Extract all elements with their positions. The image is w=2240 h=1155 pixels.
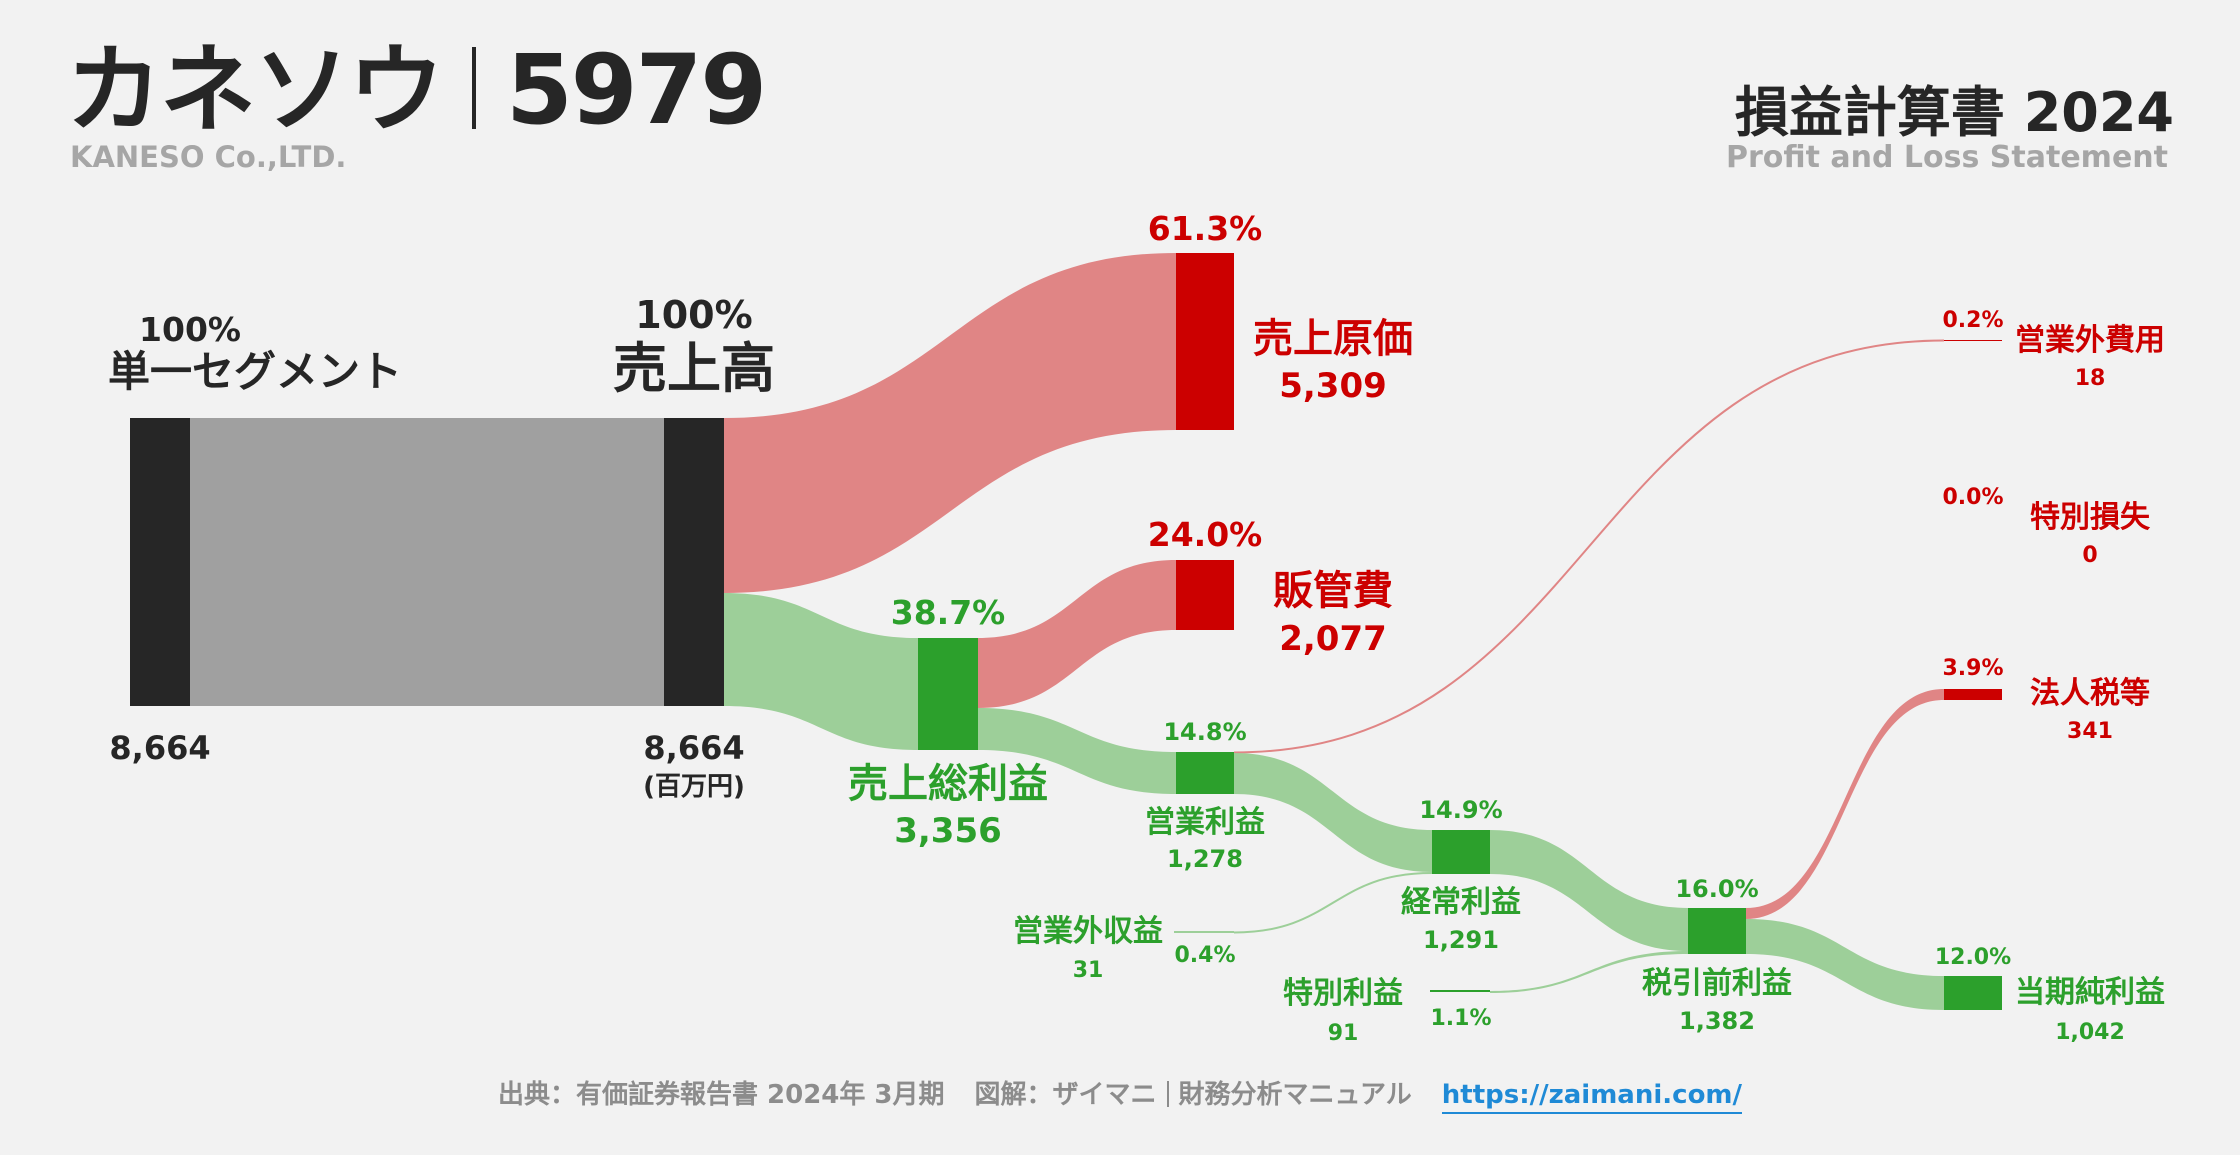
company-title: カネソウ 5979	[66, 30, 767, 150]
ticker-code: 5979	[506, 34, 767, 146]
percent-label-extraordinary_loss: 0.0%	[1942, 485, 2003, 510]
flow-operating_profit-to-ordinary_profit	[1234, 753, 1432, 872]
footer-site-name: 財務分析マニュアル	[1178, 1080, 1412, 1110]
flow-pretax_profit-to-net_income	[1746, 919, 1944, 1010]
value-label-extraordinary_loss: 0	[2082, 543, 2097, 568]
percent-label-income_tax: 3.9%	[1942, 656, 2003, 681]
node-label-revenue: 売上高	[613, 337, 775, 400]
percent-label-cogs: 61.3%	[1148, 209, 1263, 248]
percent-label-sga: 24.0%	[1148, 515, 1263, 554]
node-net_income	[1944, 976, 2002, 1010]
percent-label-non_op_expense: 0.2%	[1942, 308, 2003, 333]
footer-source: 出典：有価証券報告書 2024年 3月期	[497, 1080, 945, 1110]
node-label-non_op_income: 営業外収益	[1013, 914, 1163, 949]
node-label-operating_profit: 営業利益	[1145, 805, 1265, 840]
value-label-gross_profit: 3,356	[894, 811, 1002, 851]
title-divider	[472, 47, 476, 129]
flow-revenue-to-cogs	[724, 253, 1176, 593]
value-label-cogs: 5,309	[1279, 366, 1387, 406]
footer-divider	[1166, 1081, 1169, 1107]
node-label-gross_profit: 売上総利益	[848, 761, 1048, 807]
percent-label-net_income: 12.0%	[1935, 945, 2011, 970]
node-sga	[1176, 560, 1234, 630]
percent-label-segment: 100%	[139, 310, 241, 349]
flow-extraordinary_gain-to-pretax_profit	[1490, 951, 1688, 993]
flow-operating_profit-to-non_op_expense	[1233, 339, 1945, 754]
flow-non_op_income-to-ordinary_profit	[1233, 872, 1433, 934]
value-label-segment: 8,664	[109, 729, 210, 767]
company-name-en: KANESO Co.,LTD.	[70, 140, 347, 174]
node-label-extraordinary_loss: 特別損失	[2030, 500, 2151, 535]
node-label-extraordinary_gain: 特別利益	[1283, 976, 1403, 1011]
node-label-ordinary_profit: 経常利益	[1401, 885, 1521, 920]
footer: 出典：有価証券報告書 2024年 3月期 図解：ザイマニ 財務分析マニュアル http…	[0, 1074, 2240, 1114]
flow-ordinary_profit-to-pretax_profit	[1490, 830, 1688, 951]
company-name: カネソウ	[66, 34, 444, 146]
unit-label: (百万円)	[643, 772, 745, 802]
percent-label-pretax_profit: 16.0%	[1675, 875, 1758, 903]
flow-segment-to-revenue	[190, 418, 664, 706]
node-segment	[130, 418, 190, 706]
statement-subtitle: Profit and Loss Statement	[1725, 140, 2168, 175]
node-label-sga: 販管費	[1273, 568, 1393, 614]
value-label-ordinary_profit: 1,291	[1423, 926, 1499, 954]
value-label-sga: 2,077	[1279, 619, 1387, 659]
value-label-non_op_expense: 18	[2075, 366, 2106, 391]
node-income_tax	[1944, 689, 2002, 700]
node-label-pretax_profit: 税引前利益	[1642, 966, 1792, 1001]
footer-credit: 図解：ザイマニ	[974, 1080, 1157, 1110]
node-label-non_op_expense: 営業外費用	[2015, 323, 2165, 358]
flow-pretax_profit-to-income_tax	[1746, 689, 1944, 919]
value-label-pretax_profit: 1,382	[1679, 1007, 1755, 1035]
percent-label-extraordinary_gain: 1.1%	[1430, 1006, 1491, 1031]
node-label-net_income: 当期純利益	[2015, 975, 2165, 1010]
node-ordinary_profit	[1432, 830, 1490, 874]
percent-label-operating_profit: 14.8%	[1163, 718, 1246, 746]
footer-url-link[interactable]: https://zaimani.com/	[1441, 1080, 1743, 1114]
statement-title: 損益計算書 2024	[1734, 81, 2174, 144]
node-revenue	[664, 418, 724, 706]
value-label-revenue: 8,664	[643, 729, 744, 767]
flow-gross_profit-to-sga	[978, 560, 1176, 708]
node-operating_profit	[1176, 752, 1234, 794]
percent-label-ordinary_profit: 14.9%	[1419, 796, 1502, 824]
node-gross_profit	[918, 638, 978, 750]
value-label-income_tax: 341	[2067, 719, 2113, 744]
value-label-operating_profit: 1,278	[1167, 845, 1243, 873]
node-label-cogs: 売上原価	[1253, 316, 1413, 362]
flow-gross_profit-to-operating_profit	[978, 708, 1176, 794]
node-pretax_profit	[1688, 908, 1746, 954]
value-label-net_income: 1,042	[2055, 1020, 2125, 1045]
value-label-extraordinary_gain: 91	[1328, 1021, 1359, 1046]
node-non_op_expense	[1944, 340, 2002, 341]
node-label-income_tax: 法人税等	[2030, 676, 2150, 711]
value-label-non_op_income: 31	[1073, 958, 1104, 983]
flow-revenue-to-gross_profit	[724, 593, 918, 750]
percent-label-non_op_income: 0.4%	[1174, 943, 1235, 968]
percent-label-gross_profit: 38.7%	[891, 593, 1006, 632]
node-cogs	[1176, 253, 1234, 430]
percent-label-revenue: 100%	[635, 293, 752, 337]
node-label-segment: 単一セグメント	[108, 347, 402, 396]
